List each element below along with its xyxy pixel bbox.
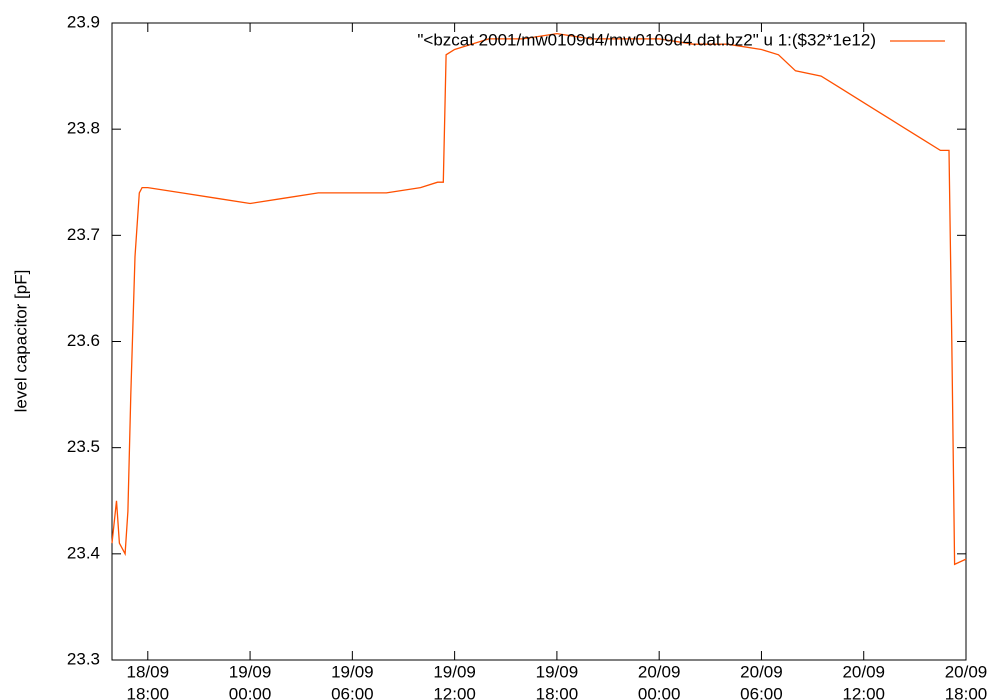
x-tick-label: 18/09 [127,662,170,681]
x-tick-label: 18:00 [127,684,170,700]
x-tick-label: 19/09 [433,662,476,681]
legend-label: "<bzcat 2001/mw0109d4/mw0109d4.dat.bz2" … [417,30,876,49]
x-tick-label: 06:00 [740,684,783,700]
x-tick-label: 20/09 [842,662,885,681]
x-tick-label: 19/09 [331,662,374,681]
x-tick-label: 18:00 [945,684,988,700]
x-tick-label: 20/09 [638,662,681,681]
x-tick-label: 20/09 [945,662,988,681]
x-tick-label: 12:00 [433,684,476,700]
y-tick-label: 23.5 [67,437,100,456]
y-tick-label: 23.8 [67,119,100,138]
x-tick-label: 20/09 [740,662,783,681]
y-tick-label: 23.3 [67,649,100,668]
y-tick-label: 23.4 [67,543,100,562]
x-tick-label: 19/09 [536,662,579,681]
y-axis-label: level capacitor [pF] [11,270,30,413]
x-tick-label: 06:00 [331,684,374,700]
x-tick-label: 12:00 [842,684,885,700]
y-tick-label: 23.6 [67,331,100,350]
x-tick-label: 19/09 [229,662,272,681]
y-tick-label: 23.7 [67,225,100,244]
x-tick-label: 00:00 [229,684,272,700]
y-tick-label: 23.9 [67,12,100,31]
data-line [111,32,967,566]
x-tick-label: 00:00 [638,684,681,700]
x-tick-label: 18:00 [536,684,579,700]
